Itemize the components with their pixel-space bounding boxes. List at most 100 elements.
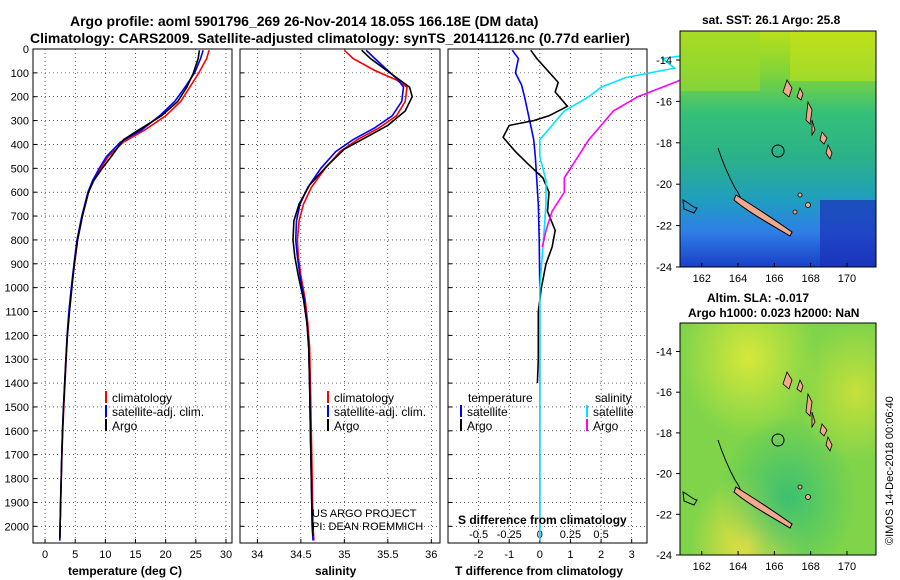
depth-tick-label: 1900 <box>5 497 29 509</box>
depth-tick-label: 900 <box>11 259 29 271</box>
new-caledonia-island <box>733 194 793 237</box>
sla-lat-ticks: -14 -16 -18 -20 -22 -24 <box>656 346 680 562</box>
argo-location-marker <box>771 433 785 447</box>
loyalty-island <box>797 192 803 198</box>
x-tick-label: 20 <box>160 549 172 561</box>
salinity-axes-frame <box>239 48 441 544</box>
coastline <box>682 491 698 506</box>
lat-tick-label: -20 <box>656 179 672 191</box>
lat-tick-label: -24 <box>656 262 672 274</box>
lat-tick-label: -18 <box>656 138 672 150</box>
difference-grid <box>448 48 647 543</box>
coastline <box>682 199 698 214</box>
x-tick-label: 35.5 <box>377 549 398 561</box>
new-caledonia-island <box>733 486 793 529</box>
temperature-series <box>59 49 210 541</box>
depth-tick-label: 200 <box>11 92 29 104</box>
difference-top-x-label: S difference from climatology <box>458 513 627 527</box>
x-tick-label: 25 <box>190 549 202 561</box>
difference-x-tick-labels: -2 -1 0 1 2 3 <box>474 549 635 561</box>
salinity-panel: 34 34.5 35 35.5 36 salinity climatology sate… <box>239 48 441 578</box>
lat-tick-label: -16 <box>656 96 672 108</box>
sla-map: Altim. SLA: -0.017 Argo h1000: 0.023 h20… <box>656 291 877 573</box>
temperature-x-label: temperature (deg C) <box>68 564 182 578</box>
lon-tick-label: 168 <box>801 273 819 285</box>
loyalty-island <box>797 484 803 490</box>
depth-tick-label: 1100 <box>5 307 29 319</box>
s-diff-tick-label: -0.5 <box>469 529 488 541</box>
lon-tick-label: 162 <box>693 561 711 573</box>
sla-map-frame <box>679 322 877 556</box>
depth-tick-label: 1200 <box>5 330 29 342</box>
x-tick-label: 35 <box>338 549 350 561</box>
legend-temp-satellite-label: satellite <box>467 405 508 419</box>
sst-cold-patch <box>820 200 876 267</box>
depth-tick-label: 600 <box>11 187 29 199</box>
lon-tick-label: 166 <box>765 273 783 285</box>
depth-tick-label: 400 <box>11 139 29 151</box>
legend-satellite-label: satellite-adj. clim. <box>112 405 204 419</box>
x-tick-label: 5 <box>72 549 78 561</box>
sla-map-title-2: Argo h1000: 0.023 h2000: NaN <box>688 306 859 320</box>
difference-x-label: T difference from climatology <box>455 564 623 578</box>
sst-map-frame <box>679 30 877 268</box>
sla-map-title-1: Altim. SLA: -0.017 <box>707 291 809 305</box>
imos-timestamp: ©IMOS 14-Dec-2018 00:06:40 <box>884 396 896 545</box>
sst-coastlines <box>682 79 833 237</box>
legend-temperature-header: temperature <box>468 391 533 405</box>
depth-tick-label: 300 <box>11 116 29 128</box>
lat-tick-label: -22 <box>656 509 672 521</box>
sst-warm-patch <box>680 31 760 91</box>
legend-climatology-label: climatology <box>334 391 394 405</box>
temperature-x-tick-labels: 0 5 10 15 20 25 30 <box>42 549 232 561</box>
salinity-series <box>292 49 414 541</box>
lat-tick-label: -18 <box>656 428 672 440</box>
x-tick-label: 30 <box>220 549 232 561</box>
lon-tick-label: 164 <box>729 561 747 573</box>
s-diff-tick-label: 0.25 <box>560 529 581 541</box>
temperature-legend: climatology satellite-adj. clim. Argo <box>105 391 204 433</box>
depth-tick-label: 1600 <box>5 426 29 438</box>
salinity-legend: climatology satellite-adj. clim. Argo <box>327 391 426 433</box>
lon-tick-label: 170 <box>838 273 856 285</box>
lat-tick-label: -14 <box>656 55 672 67</box>
salinity-x-label: salinity <box>315 564 357 578</box>
series-line-climatology <box>59 49 210 541</box>
temperature-panel: 0100200300400500600700800900100011001200… <box>5 44 233 578</box>
sst-map: sat. SST: 26.1 Argo: 25.8 162 164 166 168 17… <box>656 13 877 285</box>
sst-lon-ticks: 162 164 166 168 170 <box>693 263 856 285</box>
lon-tick-label: 162 <box>693 273 711 285</box>
lat-tick-label: -24 <box>656 550 672 562</box>
project-annotation: US ARGO PROJECT <box>312 508 417 520</box>
x-tick-label: 1 <box>567 549 573 561</box>
x-tick-label: 10 <box>99 549 111 561</box>
depth-tick-label: 100 <box>11 68 29 80</box>
pi-annotation: PI: DEAN ROEMMICH <box>312 521 423 533</box>
depth-tick-label: 1400 <box>5 378 29 390</box>
difference-legend: temperature salinity satellite Argo sate… <box>460 391 634 433</box>
x-tick-label: -2 <box>474 549 484 561</box>
depth-tick-label: 2000 <box>5 521 29 533</box>
title-line-1: Argo profile: aoml 5901796_269 26-Nov-20… <box>70 13 538 29</box>
lat-tick-label: -14 <box>656 346 672 358</box>
series-line-satellite-adj-clim- <box>59 49 204 541</box>
lat-tick-label: -22 <box>656 221 672 233</box>
loyalty-island <box>805 202 811 208</box>
depth-tick-labels: 0 100 200 300 400 500 600 700 800 900 1000 1100 1200… <box>5 44 29 533</box>
salinity-difference-tick-labels: -0.5 -0.25 0 0.25 0.5 <box>469 529 609 541</box>
depth-tick-label: 800 <box>11 235 29 247</box>
x-tick-label: 34.5 <box>290 549 311 561</box>
depth-tick-label: 1800 <box>5 474 29 486</box>
temperature-grid <box>33 48 232 543</box>
lon-tick-label: 164 <box>729 273 747 285</box>
lon-tick-label: 166 <box>765 561 783 573</box>
vanuatu-islands <box>782 79 833 160</box>
s-diff-tick-label: -0.25 <box>497 529 522 541</box>
series-line-argo <box>59 50 201 539</box>
argo-location-marker <box>771 144 785 158</box>
x-tick-label: 36 <box>425 549 437 561</box>
s-diff-tick-label: 0.5 <box>593 529 608 541</box>
legend-temp-argo-label: Argo <box>467 419 493 433</box>
depth-tick-label: 1300 <box>5 354 29 366</box>
